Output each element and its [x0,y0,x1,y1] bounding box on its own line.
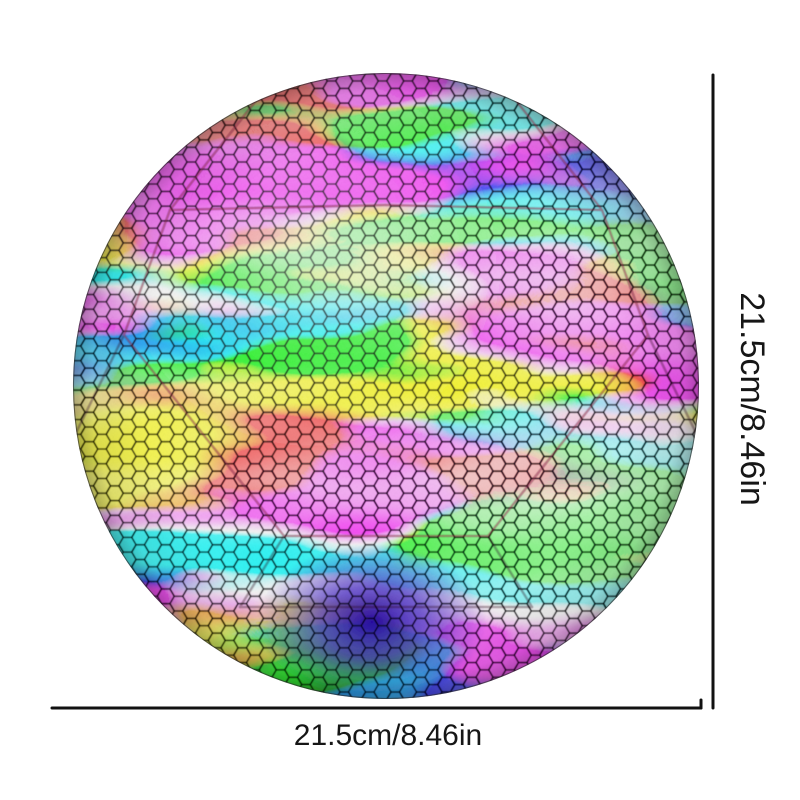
svg-text:21.5cm/8.46in: 21.5cm/8.46in [733,292,771,506]
svg-text:21.5cm/8.46in: 21.5cm/8.46in [294,719,482,752]
